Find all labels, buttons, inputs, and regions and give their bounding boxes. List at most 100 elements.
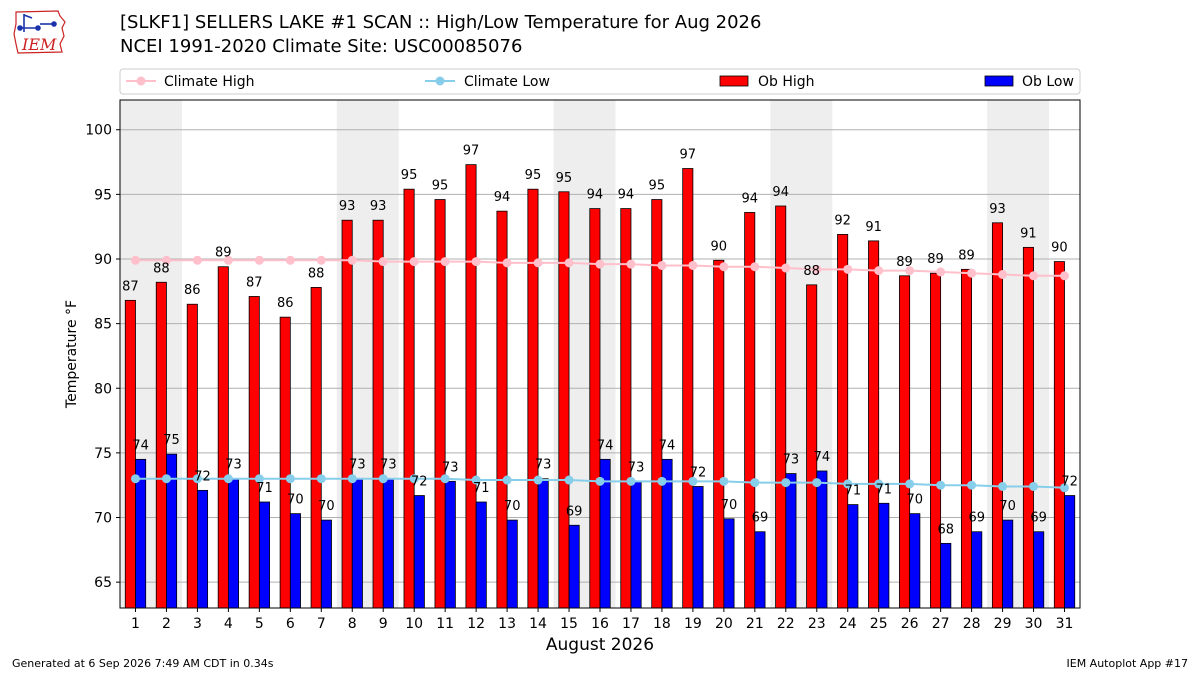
ob-high-bar — [713, 259, 725, 609]
ob-high-label: 95 — [401, 168, 418, 183]
climate-low-point — [223, 474, 233, 484]
climate-low-point — [936, 480, 946, 490]
y-tick-label: 65 — [94, 575, 112, 591]
climate-high-point — [502, 258, 512, 268]
ob-high-bar — [1022, 246, 1034, 609]
x-tick-label: 30 — [1025, 616, 1043, 632]
ob-low-label: 71 — [473, 481, 490, 496]
climate-high-point — [285, 255, 295, 265]
climate-high-point — [471, 257, 481, 267]
ob-low-label: 74 — [597, 438, 614, 453]
climate-low-point — [564, 475, 574, 485]
climate-high-point — [347, 255, 357, 265]
legend-climate-high-label: Climate High — [164, 74, 255, 90]
ob-low-label: 70 — [318, 499, 335, 514]
climate-high-point — [843, 264, 853, 274]
climate-high-point — [161, 255, 171, 265]
x-tick-label: 15 — [560, 616, 578, 632]
ob-low-label: 69 — [968, 511, 985, 526]
ob-high-bar — [248, 296, 260, 609]
ob-low-label: 73 — [628, 460, 645, 475]
ob-high-label: 86 — [277, 296, 294, 311]
ob-low-bar — [320, 519, 332, 609]
plot-area: 6570758085909510087748875867289738771867… — [64, 99, 1081, 655]
x-tick-label: 10 — [405, 616, 423, 632]
x-tick-label: 3 — [193, 616, 202, 632]
ob-high-label: 87 — [246, 275, 263, 290]
ob-high-bar — [682, 168, 694, 609]
ob-low-label: 73 — [442, 460, 459, 475]
legend-climate-low-label: Climate Low — [464, 74, 550, 90]
climate-high-point — [595, 259, 605, 269]
ob-low-label: 70 — [907, 493, 924, 508]
ob-high-label: 97 — [680, 148, 697, 163]
ob-low-label: 71 — [256, 481, 273, 496]
y-tick-label: 95 — [94, 187, 112, 203]
ob-high-bar — [930, 272, 942, 609]
climate-high-point — [719, 262, 729, 272]
legend-climate-low-marker — [435, 76, 445, 86]
climate-low-point — [905, 479, 915, 489]
ob-high-label: 94 — [494, 190, 511, 205]
ob-low-label: 73 — [349, 458, 366, 473]
ob-high-bar — [341, 219, 353, 609]
climate-high-point — [254, 255, 264, 265]
ob-low-bar — [1064, 495, 1076, 609]
x-tick-label: 18 — [653, 616, 671, 632]
ob-high-bar — [465, 164, 477, 609]
ob-low-label: 72 — [1061, 475, 1078, 490]
app-label: IEM Autoplot App #17 — [1066, 657, 1189, 670]
climate-low-point — [750, 478, 760, 488]
climate-high-point — [1060, 271, 1070, 281]
ob-high-label: 89 — [215, 246, 232, 261]
ob-high-label: 94 — [618, 188, 635, 203]
legend-climate-high-marker — [136, 76, 146, 86]
ob-high-label: 93 — [370, 199, 387, 214]
climate-low-point — [812, 478, 822, 488]
ob-high-bar — [744, 212, 756, 609]
climate-low-point — [347, 474, 357, 484]
ob-low-bar — [227, 478, 240, 609]
ob-high-bar — [403, 188, 415, 609]
climate-high-point — [440, 257, 450, 267]
ob-high-bar — [558, 191, 570, 609]
climate-high-point — [316, 255, 326, 265]
climate-high-point — [378, 257, 388, 267]
ob-high-label: 89 — [927, 252, 944, 267]
climate-low-point — [1029, 481, 1039, 491]
ob-low-bar — [754, 531, 766, 609]
ob-low-bar — [382, 478, 394, 609]
climate-low-point — [781, 478, 791, 488]
ob-high-label: 87 — [122, 279, 139, 294]
ob-high-bar — [806, 284, 818, 609]
climate-low-point — [719, 476, 729, 486]
ob-high-label: 95 — [432, 179, 449, 194]
ob-low-bar — [785, 473, 797, 609]
ob-high-label: 88 — [308, 266, 325, 281]
climate-low-point — [502, 475, 512, 485]
ob-low-label: 73 — [225, 458, 242, 473]
x-tick-label: 9 — [379, 616, 388, 632]
climate-low-point — [595, 476, 605, 486]
ob-high-label: 88 — [153, 261, 170, 276]
ob-high-label: 94 — [741, 191, 758, 206]
ob-low-label: 70 — [504, 499, 521, 514]
climate-low-point — [161, 474, 171, 484]
climate-low-point — [874, 479, 884, 489]
ob-high-bar — [310, 287, 322, 609]
legend: Climate High Climate Low Ob High Ob Low — [119, 68, 1081, 95]
climate-high-point — [533, 258, 543, 268]
x-axis-label: August 2026 — [546, 635, 654, 655]
x-tick-label: 7 — [317, 616, 326, 632]
ob-high-bar — [620, 208, 632, 609]
ob-high-label: 95 — [649, 179, 666, 194]
ob-high-label: 91 — [865, 220, 882, 235]
ob-low-label: 72 — [411, 475, 428, 490]
x-tick-label: 23 — [808, 616, 826, 632]
ob-low-label: 74 — [814, 450, 831, 465]
ob-high-bar — [124, 299, 136, 609]
legend-ob-high-swatch — [719, 75, 749, 87]
ob-high-bar — [279, 316, 291, 609]
climate-low-point — [967, 480, 977, 490]
climate-high-point — [409, 257, 419, 267]
